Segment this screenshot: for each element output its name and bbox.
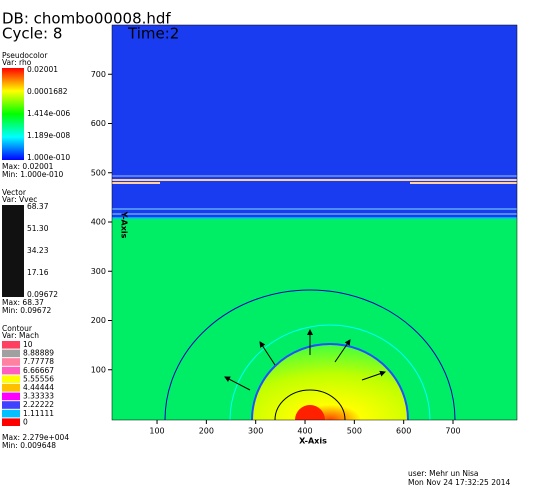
legend-max: Max: 68.37 bbox=[2, 298, 44, 307]
cycle-label: Cycle: 8 bbox=[2, 25, 62, 43]
colorbar bbox=[2, 68, 24, 160]
x-tick-label: 400 bbox=[297, 427, 312, 436]
colorbar-label: 51.30 bbox=[27, 224, 49, 233]
legend-title: Contour bbox=[2, 324, 33, 333]
colorbar-label: 0.0001682 bbox=[27, 87, 68, 96]
colorbar-label: 0.09672 bbox=[27, 290, 58, 299]
colorbar-label: 0.02001 bbox=[27, 65, 58, 74]
contour-swatch bbox=[2, 366, 20, 375]
colorbar-label: 17.16 bbox=[27, 268, 49, 277]
y-tick-label: 500 bbox=[91, 168, 106, 177]
contour-label: 0 bbox=[23, 417, 28, 426]
time-label: Time:2 bbox=[127, 25, 179, 43]
legend-max: Max: 2.279e+004 bbox=[2, 433, 69, 442]
colorbar-label: 1.000e-010 bbox=[27, 153, 70, 162]
contour-swatch bbox=[2, 375, 20, 383]
legend-var: Var: Mach bbox=[2, 331, 39, 340]
contour-swatch bbox=[2, 341, 20, 349]
legend-min: Min: 0.009648 bbox=[2, 441, 56, 450]
contour-swatch bbox=[2, 349, 20, 358]
contour-label: 5.55556 bbox=[23, 374, 54, 383]
contour-swatch bbox=[2, 418, 20, 426]
legend-min: Min: 0.09672 bbox=[2, 306, 51, 315]
y-axis-label: Y-Axis bbox=[120, 211, 129, 239]
legend-var: Var: Vvec bbox=[2, 195, 37, 204]
plot-area bbox=[111, 24, 518, 421]
contour-label: 1.11111 bbox=[23, 409, 54, 418]
legend-title: Pseudocolor bbox=[2, 51, 48, 60]
contour-swatch bbox=[2, 358, 20, 366]
db-label: DB: chombo00008.hdf bbox=[2, 10, 171, 28]
legend-var: Var: rho bbox=[2, 58, 32, 67]
contour-swatch bbox=[2, 384, 20, 392]
legend-title: Vector bbox=[2, 188, 27, 197]
contour-swatch bbox=[2, 409, 20, 418]
colorbar-label: 1.414e-006 bbox=[27, 109, 70, 118]
y-tick-label: 400 bbox=[91, 218, 106, 227]
contour-label: 8.88889 bbox=[23, 349, 54, 358]
contour-swatch bbox=[2, 392, 20, 401]
legend-min: Min: 1.000e-010 bbox=[2, 170, 64, 179]
x-tick-label: 700 bbox=[445, 427, 460, 436]
contour-swatch bbox=[2, 401, 20, 409]
x-axis-label: X-Axis bbox=[299, 437, 327, 446]
y-tick-label: 700 bbox=[91, 70, 106, 79]
contour-label: 3.33333 bbox=[23, 392, 54, 401]
colorbar-label: 68.37 bbox=[27, 202, 49, 211]
user-label: user: Mehr un Nisa bbox=[408, 469, 479, 478]
colorbar-label: 34.23 bbox=[27, 246, 49, 255]
colorbar-label: 1.189e-008 bbox=[27, 131, 70, 140]
y-tick-label: 200 bbox=[91, 316, 106, 325]
y-tick-label: 100 bbox=[91, 365, 106, 374]
x-tick-label: 600 bbox=[396, 427, 411, 436]
y-tick-label: 600 bbox=[91, 119, 106, 128]
colorbar bbox=[2, 205, 24, 297]
contour-label: 4.44444 bbox=[23, 383, 54, 392]
x-tick-label: 500 bbox=[347, 427, 362, 436]
contour-label: 2.22222 bbox=[23, 400, 54, 409]
contour-label: 6.66667 bbox=[23, 366, 54, 375]
x-tick-label: 100 bbox=[149, 427, 164, 436]
legend-max: Max: 0.02001 bbox=[2, 162, 54, 171]
contour-label: 10 bbox=[23, 340, 33, 349]
y-tick-label: 300 bbox=[91, 267, 106, 276]
contour-label: 7.77778 bbox=[23, 357, 54, 366]
x-tick-label: 300 bbox=[248, 427, 263, 436]
date-label: Mon Nov 24 17:32:25 2014 bbox=[408, 478, 511, 487]
x-tick-label: 200 bbox=[199, 427, 214, 436]
